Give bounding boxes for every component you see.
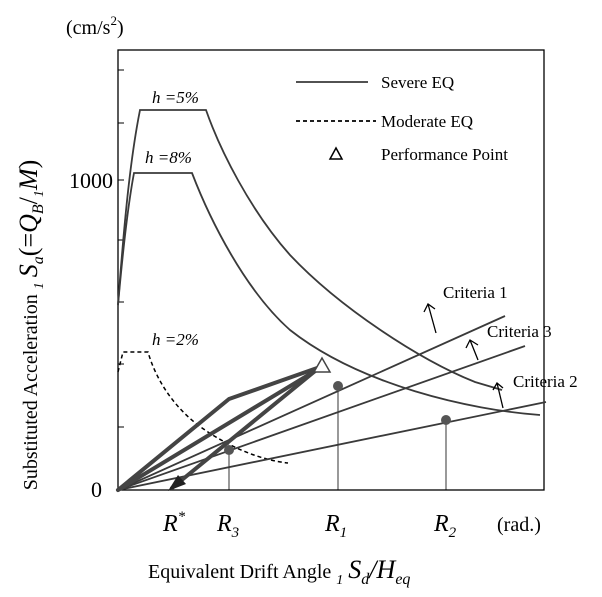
criteria-line-3 — [117, 345, 526, 491]
legend-label-moderate: Moderate EQ — [381, 112, 473, 131]
series-label-h5: h =5% — [152, 88, 199, 107]
criteria-label-1: Criteria 1 — [443, 283, 508, 302]
criteria-line-1 — [117, 315, 506, 491]
criteria-arrow-3 — [465, 339, 479, 361]
spectrum-h5-severe — [117, 109, 503, 391]
legend-swatch-triangle — [328, 146, 344, 160]
legend: Severe EQ Moderate EQ Performance Point — [296, 73, 508, 164]
y-unit-label: (cm/s2) — [66, 13, 124, 39]
capacity-initial-line — [116, 366, 322, 492]
capacity-curve — [116, 365, 322, 492]
x-marker-label-r3: R3 — [216, 511, 239, 541]
intersection-point-r2 — [441, 415, 451, 425]
criteria-arrow-2 — [492, 382, 504, 409]
x-marker-label-r1: R1 — [324, 511, 347, 541]
x-marker-label-rstar: R* — [162, 509, 186, 537]
performance-point-triangle — [312, 356, 332, 373]
legend-label-severe: Severe EQ — [381, 73, 454, 92]
criteria-label-2: Criteria 2 — [513, 372, 578, 391]
unloading-arrowhead — [168, 475, 186, 491]
plot-frame — [117, 49, 545, 491]
series-label-h8: h =8% — [145, 148, 192, 167]
spectrum-h8-severe — [117, 172, 541, 416]
spectrum-h2-moderate — [117, 351, 289, 464]
y-tick-label-0: 0 — [91, 477, 102, 502]
x-unit-label: (rad.) — [497, 514, 541, 536]
x-marker-label-r2: R2 — [433, 511, 457, 541]
x-axis-title: Equivalent Drift Angle 1 Sd/Heq — [148, 555, 410, 588]
intersection-point-r3 — [224, 445, 234, 455]
drop-lines — [228, 386, 447, 490]
series-label-h2: h =2% — [152, 330, 199, 349]
y-tick-label-1000: 1000 — [69, 168, 113, 193]
criteria-label-3: Criteria 3 — [487, 322, 552, 341]
legend-label-performance: Performance Point — [381, 145, 508, 164]
criteria-arrow-1 — [423, 303, 437, 334]
y-axis-title: Substituted Acceleration 1 Sa(=QB/1M) — [14, 160, 47, 491]
intersection-point-r1 — [333, 381, 343, 391]
